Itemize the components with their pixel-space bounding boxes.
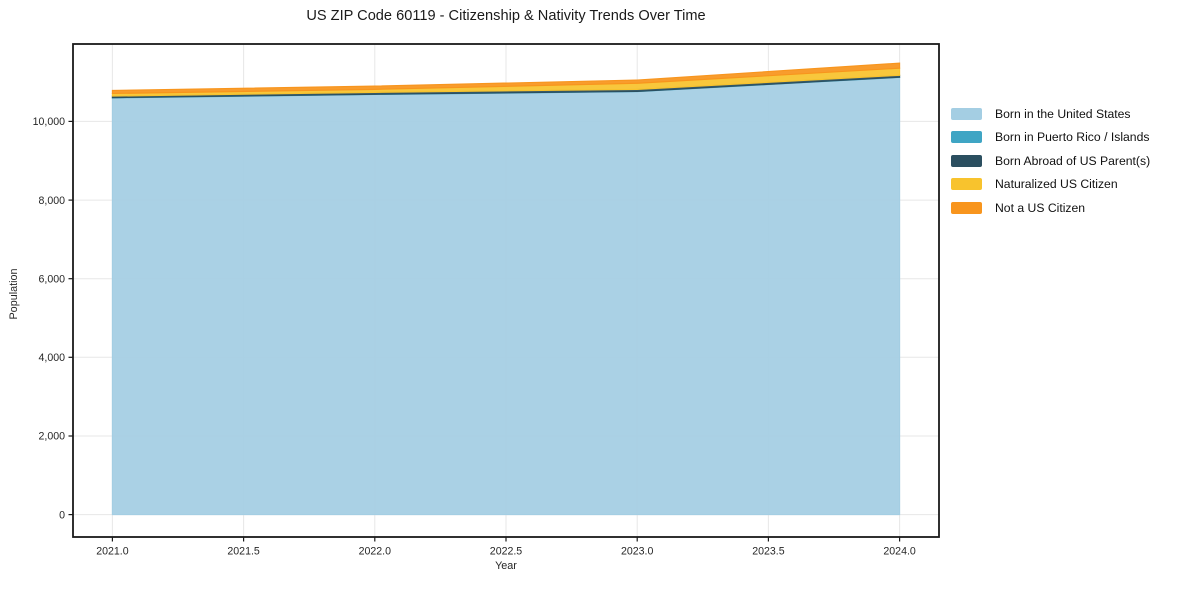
legend-swatch-naturalized [951,178,982,191]
legend-swatch-born-abroad [951,154,982,167]
legend-swatch-born-in-puerto-rico [951,131,982,144]
legend: Born in the United States Born in Puerto… [951,102,1150,220]
y-tick-label: 0 [59,509,65,521]
legend-label: Born Abroad of US Parent(s) [995,153,1151,168]
y-tick-label: 2,000 [38,431,65,443]
legend-item: Born Abroad of US Parent(s) [951,149,1150,173]
axis-tick-labels: 2021.0 2021.5 2022.0 2022.5 2023.0 2023.5 2024… [33,116,916,557]
legend-label: Naturalized US Citizen [995,177,1118,192]
y-tick-label: 10,000 [33,116,66,128]
x-tick-label: 2023.5 [752,546,785,558]
legend-item: Not a US Citizen [951,196,1150,220]
y-tick-label: 6,000 [38,273,65,285]
legend-swatch-not-citizen [951,201,982,214]
area-not-a-us-citizen [111,62,901,95]
axis-ticks [68,120,901,542]
legend-item: Born in the United States [951,102,1150,126]
x-tick-label: 2021.0 [96,546,129,558]
legend-label: Born in the United States [995,106,1131,121]
x-tick-label: 2022.5 [490,546,523,558]
legend-swatch-born-in-us [951,107,982,120]
legend-item: Born in Puerto Rico / Islands [951,126,1150,150]
x-tick-label: 2021.5 [227,546,260,558]
legend-label: Born in Puerto Rico / Islands [995,130,1150,145]
area-born-in-the-united-states [111,76,901,516]
legend-item: Naturalized US Citizen [951,173,1150,197]
y-axis-label: Population [8,268,20,320]
y-tick-label: 4,000 [38,352,65,364]
x-tick-label: 2022.0 [359,546,392,558]
legend-label: Not a US Citizen [995,200,1086,215]
x-tick-label: 2023.0 [621,546,654,558]
x-tick-label: 2024.0 [883,546,916,558]
x-axis-label: Year [495,560,517,572]
y-tick-label: 8,000 [38,195,65,207]
chart-title: US ZIP Code 60119 - Citizenship & Nativi… [306,8,706,24]
